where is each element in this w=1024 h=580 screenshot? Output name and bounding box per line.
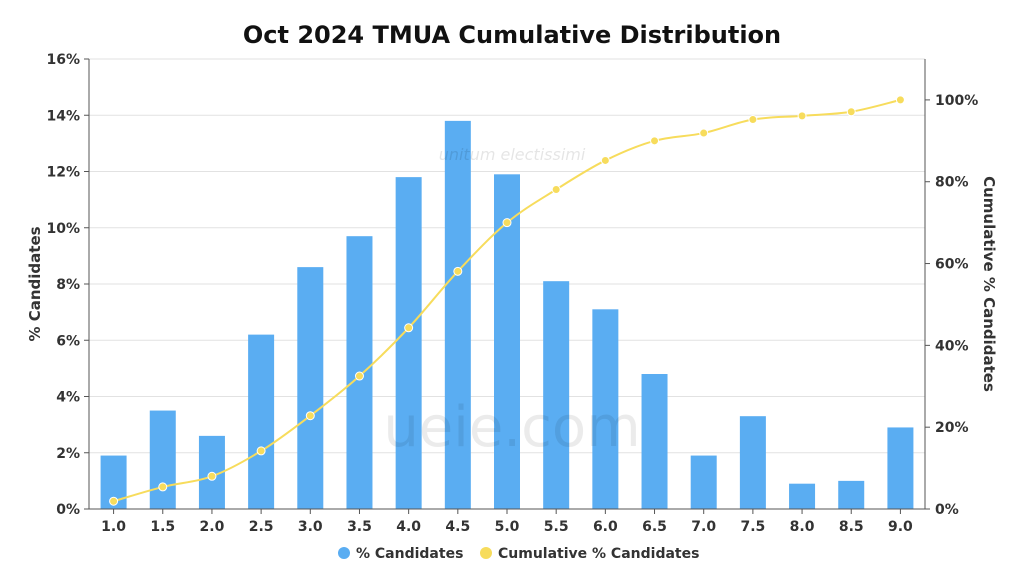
bar xyxy=(641,374,668,509)
x-tick-label: 7.0 xyxy=(691,519,716,535)
legend-marker-bars xyxy=(338,547,350,559)
bar xyxy=(789,483,816,509)
legend-label-bars[interactable]: % Candidates xyxy=(356,546,463,562)
y2-tick-label: 0% xyxy=(935,502,959,518)
x-tick-label: 3.0 xyxy=(298,519,323,535)
bar xyxy=(149,410,176,509)
cumulative-point xyxy=(797,111,807,121)
cumulative-point xyxy=(404,323,414,333)
chart-title: Oct 2024 TMUA Cumulative Distribution xyxy=(243,21,781,49)
y-tick-label: 2% xyxy=(56,446,80,462)
cumulative-point xyxy=(846,107,856,117)
bar xyxy=(248,334,275,509)
x-tick-label: 8.0 xyxy=(790,519,815,535)
cumulative-point xyxy=(453,266,463,276)
bar xyxy=(838,480,865,509)
cumulative-point xyxy=(600,155,610,165)
bar xyxy=(395,177,422,509)
y-axis-label: % Candidates xyxy=(26,226,44,341)
y2-axis-label: Cumulative % Candidates xyxy=(980,176,998,392)
y2-tick-label: 40% xyxy=(935,338,969,354)
x-tick-label: 2.5 xyxy=(249,519,274,535)
bar xyxy=(297,267,324,509)
x-tick-label: 5.5 xyxy=(544,519,569,535)
x-tick-label: 3.5 xyxy=(347,519,372,535)
cumulative-point xyxy=(158,482,168,492)
y2-tick-label: 80% xyxy=(935,175,969,191)
cumulative-point xyxy=(109,496,119,506)
cumulative-point xyxy=(895,95,905,105)
bar xyxy=(887,427,914,509)
bar xyxy=(739,416,766,509)
y-tick-label: 6% xyxy=(56,333,80,349)
y2-tick-label: 100% xyxy=(935,93,978,109)
bar xyxy=(690,455,717,509)
cumulative-point xyxy=(256,446,266,456)
y-tick-label: 10% xyxy=(46,221,80,237)
cumulative-point xyxy=(699,128,709,138)
legend: % Candidates Cumulative % Candidates xyxy=(338,546,699,562)
cumulative-point xyxy=(207,471,217,481)
y-tick-label: 12% xyxy=(46,165,80,181)
y-tick-label: 16% xyxy=(46,52,80,68)
y-tick-label: 4% xyxy=(56,390,80,406)
x-tick-label: 5.0 xyxy=(495,519,520,535)
bar xyxy=(543,281,570,509)
x-tick-label: 8.5 xyxy=(839,519,864,535)
x-tick-label: 4.0 xyxy=(396,519,421,535)
bar xyxy=(592,309,619,509)
cumulative-point xyxy=(354,371,364,381)
x-tick-label: 6.5 xyxy=(642,519,667,535)
x-tick-label: 7.5 xyxy=(740,519,765,535)
y2-tick-label: 60% xyxy=(935,257,969,273)
legend-marker-line xyxy=(480,547,492,559)
x-tick-label: 9.0 xyxy=(888,519,913,535)
x-tick-label: 6.0 xyxy=(593,519,618,535)
cumulative-point xyxy=(650,136,660,146)
x-tick-label: 2.0 xyxy=(200,519,225,535)
x-tick-label: 1.0 xyxy=(101,519,126,535)
bar xyxy=(444,120,471,509)
cumulative-point xyxy=(305,411,315,421)
y-tick-label: 14% xyxy=(46,108,80,124)
x-tick-label: 4.5 xyxy=(445,519,470,535)
y2-tick-label: 20% xyxy=(935,420,969,436)
cumulative-point xyxy=(502,218,512,228)
watermark: ueie.com xyxy=(383,395,640,460)
legend-label-line[interactable]: Cumulative % Candidates xyxy=(498,546,699,562)
cumulative-point xyxy=(551,185,561,194)
y-tick-label: 0% xyxy=(56,502,80,518)
watermark-motto: unitum electissimi xyxy=(439,145,586,164)
cumulative-point xyxy=(748,115,758,125)
y-tick-label: 8% xyxy=(56,277,80,293)
x-tick-label: 1.5 xyxy=(150,519,175,535)
